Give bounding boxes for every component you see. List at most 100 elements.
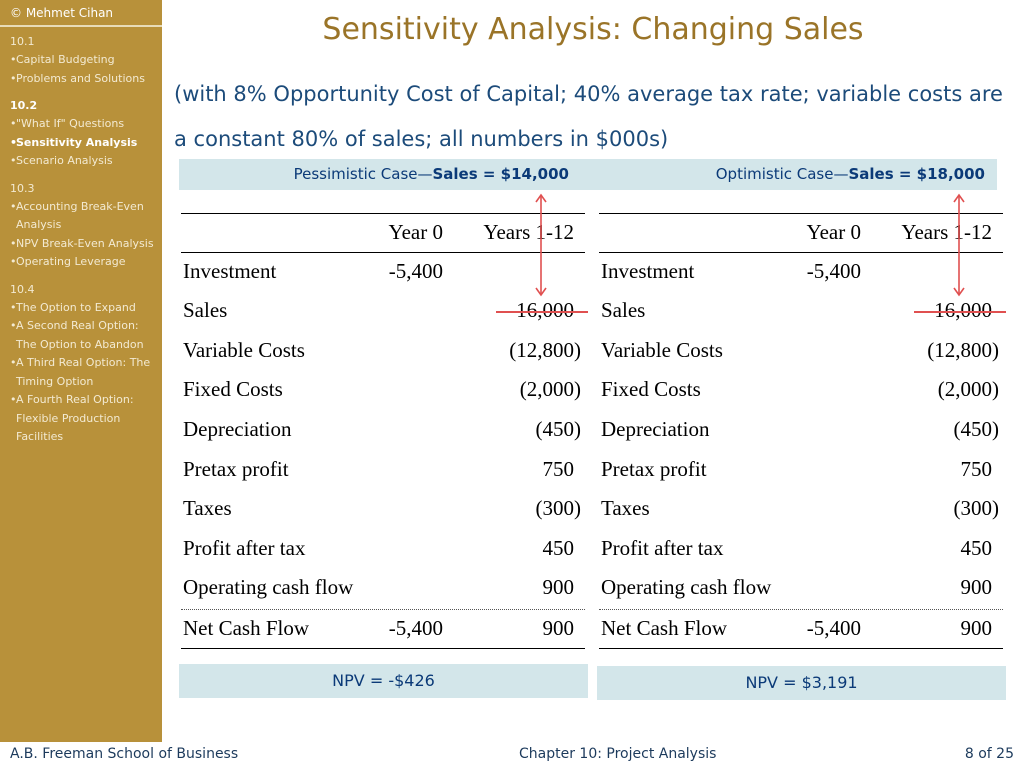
row-label: Pretax profit [601,456,707,481]
table-header-row: Year 0 Years 1-12 [181,213,585,253]
slide-title: Sensitivity Analysis: Changing Sales [322,12,864,47]
pessimistic-case-sales: Sales = $14,000 [432,165,569,183]
row-year-0: -5,400 [806,615,861,640]
nav-item-sensitivity-analysis[interactable]: Sensitivity Analysis [10,134,158,153]
nav-section-10-2[interactable]: 10.2 [10,99,38,112]
table-row: Operating cash flow 900 [599,569,1003,609]
header-years-1-12: Years 1-12 [901,220,992,244]
nav-item-flexible-production[interactable]: A Fourth Real Option: Flexible Productio… [10,391,158,447]
table-row: Operating cash flow 900 [181,569,585,609]
table-row: Sales 16,000 [181,292,585,332]
nav-item-problems-and-solutions[interactable]: Problems and Solutions [10,70,158,89]
nav-item-what-if-questions[interactable]: "What If" Questions [10,115,158,134]
nav-item-operating-leverage[interactable]: Operating Leverage [10,253,158,272]
table-row: Profit after tax 450 [599,530,1003,570]
nav-section-10-3[interactable]: 10.3 [10,181,35,195]
row-years-1-12: (2,000) [937,377,999,402]
npv-optimistic: NPV = $3,191 [597,666,1006,700]
row-label: Variable Costs [601,337,723,362]
optimistic-case-sales: Sales = $18,000 [848,165,985,183]
sidebar: © Mehmet Cihan 10.1 Capital Budgeting Pr… [0,0,162,742]
table-row: Taxes (300) [181,490,585,530]
nav-item-accounting-break-even[interactable]: Accounting Break-Even Analysis [10,198,158,235]
nav-section-10-1[interactable]: 10.1 [10,35,35,48]
row-years-1-12: 16,000 [934,298,992,323]
table-row: Variable Costs (12,800) [599,332,1003,372]
row-years-1-12: (12,800) [509,337,581,362]
row-year-0: -5,400 [388,615,443,640]
nav-item-capital-budgeting[interactable]: Capital Budgeting [10,51,158,70]
row-label: Net Cash Flow [601,615,727,640]
nav-item-option-to-abandon[interactable]: A Second Real Option: The Option to Aban… [10,317,158,354]
row-years-1-12: (450) [535,416,582,441]
row-label: Sales [183,298,228,323]
copyright: © Mehmet Cihan [10,6,114,20]
row-label: Sales [601,298,646,323]
row-years-1-12: 750 [960,456,993,481]
table-row-total: Net Cash Flow -5,400 900 [181,608,585,649]
case-header-band: Pessimistic Case—Sales = $14,000 Optimis… [179,159,997,190]
optimistic-case-prefix: Optimistic Case— [715,165,849,183]
table-row: Variable Costs (12,800) [181,332,585,372]
table-row: Investment -5,400 [181,253,585,293]
row-label: Operating cash flow [601,575,772,600]
row-label: Taxes [601,496,650,521]
nav-section-10-4[interactable]: 10.4 [10,282,35,296]
row-years-1-12: 900 [542,575,575,600]
table-row: Profit after tax 450 [181,530,585,570]
double-arrow-icon [953,193,965,297]
row-label: Taxes [183,496,232,521]
row-label: Fixed Costs [183,377,283,402]
sales-strike-right [914,311,1006,313]
sidebar-nav: 10.1 Capital Budgeting Problems and Solu… [10,33,158,456]
row-years-1-12: 450 [960,535,993,560]
pessimistic-case-prefix: Pessimistic Case— [293,165,433,183]
row-label: Pretax profit [183,456,289,481]
nav-group-10-1: 10.1 Capital Budgeting Problems and Solu… [10,33,158,88]
sales-strike-left [496,311,588,313]
header-year-0: Year 0 [806,220,861,244]
row-year-0: -5,400 [806,258,861,283]
header-years-1-12: Years 1-12 [483,220,574,244]
table-row: Fixed Costs (2,000) [599,371,1003,411]
nav-item-npv-break-even[interactable]: NPV Break-Even Analysis [10,235,158,254]
footer-school: A.B. Freeman School of Business [10,746,239,762]
nav-group-10-4: 10.4 The Option to Expand A Second Real … [10,281,158,447]
footer-page-number: 8 of 25 [964,746,1014,762]
row-years-1-12: 900 [542,615,575,640]
row-label: Variable Costs [183,337,305,362]
table-row: Depreciation (450) [599,411,1003,451]
cash-flow-table-optimistic: Year 0 Years 1-12 Investment -5,400 Sales… [599,213,1003,649]
nav-item-scenario-analysis[interactable]: Scenario Analysis [10,152,158,171]
nav-group-10-3: 10.3 Accounting Break-Even Analysis NPV … [10,180,158,272]
row-label: Operating cash flow [183,575,354,600]
table-row-total: Net Cash Flow -5,400 900 [599,608,1003,649]
row-years-1-12: (12,800) [927,337,999,362]
row-label: Depreciation [601,416,710,441]
row-year-0: -5,400 [388,258,443,283]
row-label: Investment [183,258,277,283]
table-row: Taxes (300) [599,490,1003,530]
row-years-1-12: (450) [953,416,1000,441]
nav-item-timing-option[interactable]: A Third Real Option: The Timing Option [10,354,158,391]
row-years-1-12: 900 [960,615,993,640]
table-row: Sales 16,000 [599,292,1003,332]
optimistic-case-label: Optimistic Case—Sales = $18,000 [716,165,985,183]
row-years-1-12: 16,000 [516,298,574,323]
row-label: Investment [601,258,695,283]
table-row: Depreciation (450) [181,411,585,451]
slide-subtitle: (with 8% Opportunity Cost of Capital; 40… [174,82,1003,151]
double-arrow-icon [535,193,547,297]
nav-item-option-to-expand[interactable]: The Option to Expand [10,299,158,318]
table-row: Investment -5,400 [599,253,1003,293]
header-year-0: Year 0 [388,220,443,244]
row-label: Net Cash Flow [183,615,309,640]
row-years-1-12: 750 [542,456,575,481]
table-header-row: Year 0 Years 1-12 [599,213,1003,253]
row-label: Fixed Costs [601,377,701,402]
row-years-1-12: (300) [953,496,1000,521]
nav-group-10-2: 10.2 "What If" Questions Sensitivity Ana… [10,97,158,171]
pessimistic-case-label: Pessimistic Case—Sales = $14,000 [294,165,569,183]
row-label: Depreciation [183,416,292,441]
row-years-1-12: (2,000) [519,377,581,402]
